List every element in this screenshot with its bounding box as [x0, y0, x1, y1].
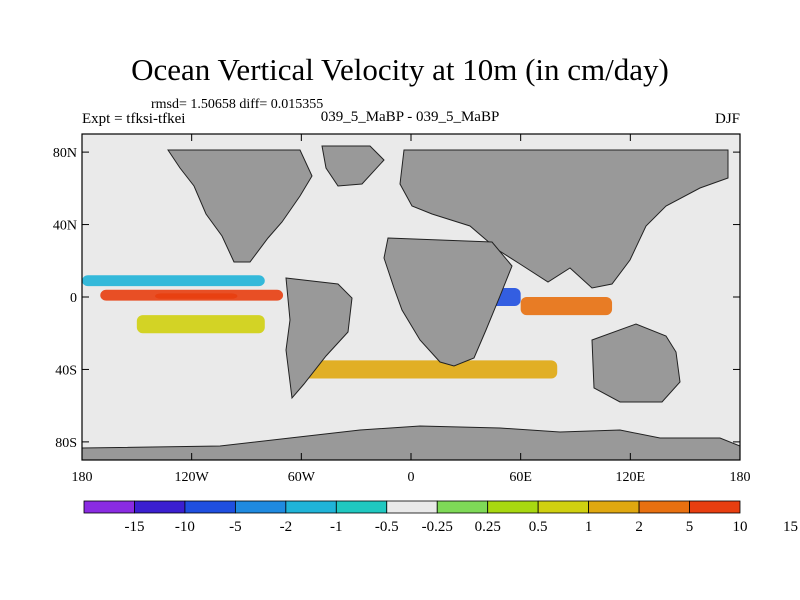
colorbar-label: -5 [229, 519, 242, 535]
y-tick-label: 80N [53, 146, 77, 161]
colorbar-label: 10 [733, 519, 748, 535]
x-tick-label: 120E [616, 470, 646, 485]
colorbar-label: -0.5 [375, 519, 399, 535]
plot-area [82, 134, 740, 460]
anomaly-regions [82, 275, 613, 379]
region-equatorial-pacific-core [155, 293, 238, 299]
colorbar-swatch [487, 500, 539, 514]
colorbar-swatch [588, 500, 640, 514]
region-southern-ocean-band [301, 360, 558, 379]
colorbar-label: 0.5 [529, 519, 548, 535]
colorbar-label: 0.25 [475, 519, 501, 535]
land-greenland [321, 145, 385, 187]
colorbar-label: -10 [175, 519, 195, 535]
y-tick-label: 0 [70, 291, 77, 306]
colorbar-swatch [386, 500, 438, 514]
colorbar-label: -2 [280, 519, 293, 535]
colorbar-swatch [234, 500, 287, 514]
colorbar-swatch [689, 500, 741, 514]
x-tick-label: 180 [730, 470, 751, 485]
colorbar-label: 1 [585, 519, 593, 535]
region-south-pacific-band [136, 315, 265, 334]
chart-title: Ocean Vertical Velocity at 10m (in cm/da… [131, 52, 669, 87]
land-eurasia [399, 149, 729, 289]
colorbar-label: 15 [783, 519, 798, 535]
x-tick-label: 120W [175, 470, 210, 485]
x-tick-label: 0 [408, 470, 415, 485]
x-tick-label: 180 [72, 470, 93, 485]
colorbar-swatch [638, 500, 690, 514]
colorbar-swatch [335, 500, 388, 514]
region-north-equatorial-downwelling [82, 275, 265, 287]
y-axis: 80N 40N 0 40S 80S [53, 146, 740, 451]
colorbar-label: 2 [635, 519, 643, 535]
colorbar-swatch [285, 500, 337, 514]
experiment-label: Expt = tfksi-tfkei [82, 111, 186, 127]
colorbar-label: -0.25 [422, 519, 453, 535]
land-north-america [167, 149, 313, 263]
land-africa [383, 237, 513, 367]
x-axis: 180 120W 60W 0 60E 120E 180 [72, 134, 751, 485]
colorbar-swatch [436, 500, 489, 514]
y-tick-label: 40N [53, 219, 77, 234]
colorbar: -15 -10 -5 -2 -1 -0.5 -0.25 0.25 0.5 1 2 5 10 15 [83, 500, 798, 535]
region-indian-ocean-upwelling [520, 297, 613, 316]
y-tick-label: 40S [55, 363, 77, 378]
stats-text: rmsd= 1.50658 diff= 0.015355 [151, 97, 324, 112]
y-tick-label: 80S [55, 436, 77, 451]
x-tick-label: 60W [288, 470, 316, 485]
colorbar-swatch [83, 500, 135, 514]
season-label: DJF [714, 111, 740, 127]
colorbar-label: -15 [124, 519, 144, 535]
colorbar-swatch [184, 500, 236, 514]
colorbar-swatch [134, 500, 186, 514]
land-south-america [285, 277, 353, 400]
colorbar-label: 5 [686, 519, 694, 535]
land-masses [82, 145, 740, 460]
colorbar-swatch [537, 500, 590, 514]
comparison-label: 039_5_MaBP - 039_5_MaBP [320, 109, 500, 125]
colorbar-label: -1 [330, 519, 343, 535]
land-antarctica [82, 425, 740, 460]
land-australia [591, 323, 681, 403]
x-tick-label: 60E [509, 470, 532, 485]
